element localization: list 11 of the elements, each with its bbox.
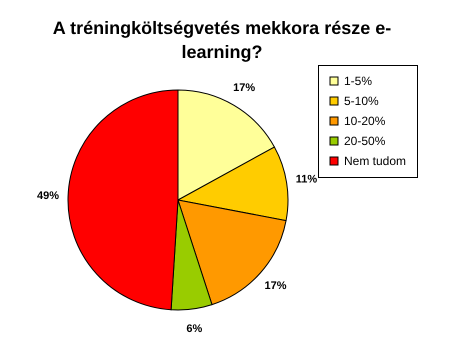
legend-label: Nem tudom [344, 154, 406, 168]
data-label: 49% [37, 190, 60, 202]
data-label: 6% [186, 322, 202, 335]
legend-label: 5-10% [344, 94, 380, 108]
chart-title: A tréningköltségvetés mekkora része e-learning? [52, 18, 392, 62]
legend-label: 10-20% [344, 114, 386, 128]
data-label: 17% [233, 82, 256, 94]
data-label: 17% [264, 280, 287, 292]
data-label: 11% [296, 174, 318, 186]
legend-label: 20-50% [344, 134, 386, 148]
legend-label: 1-5% [344, 74, 372, 88]
